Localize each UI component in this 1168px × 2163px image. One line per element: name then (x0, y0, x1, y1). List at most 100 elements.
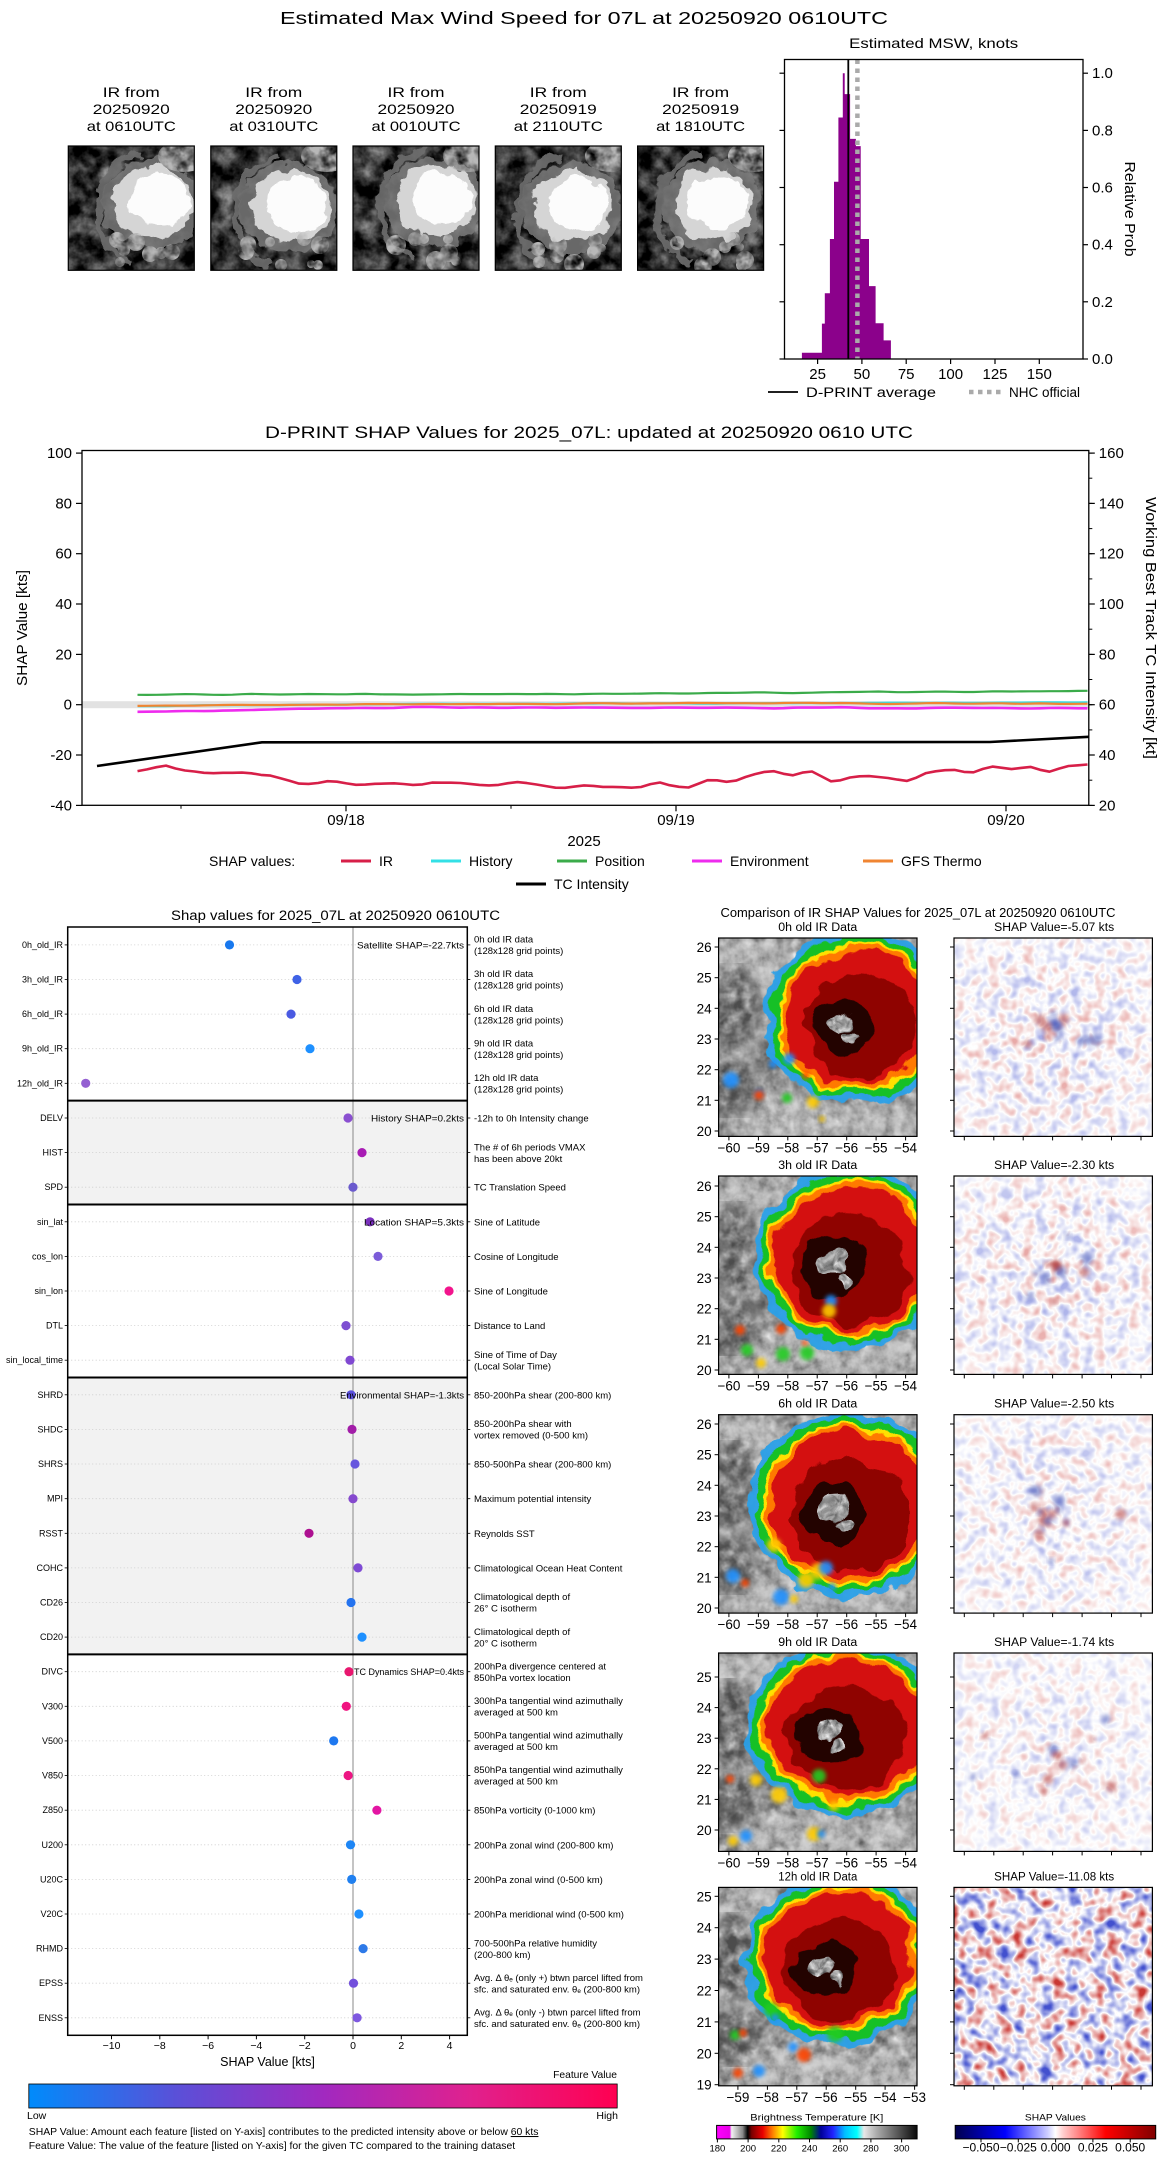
svg-text:23: 23 (697, 1271, 712, 1286)
svg-text:has been above 20kt: has been above 20kt (474, 1154, 563, 1165)
svg-text:−54: −54 (894, 1855, 917, 1870)
svg-text:12h_old_IR: 12h_old_IR (17, 1078, 64, 1088)
svg-text:HIST: HIST (42, 1148, 63, 1158)
svg-text:COHC: COHC (37, 1563, 64, 1573)
svg-text:21: 21 (697, 1332, 712, 1347)
svg-text:160: 160 (1099, 445, 1124, 462)
svg-text:0.6: 0.6 (1092, 180, 1113, 197)
svg-text:0h old IR Data: 0h old IR Data (778, 922, 858, 934)
svg-text:25: 25 (697, 971, 712, 986)
svg-text:−57: −57 (806, 1378, 829, 1393)
svg-text:(200-800 km): (200-800 km) (474, 1950, 531, 1961)
svg-text:SHAP Value=-11.08 kts: SHAP Value=-11.08 kts (994, 1871, 1114, 1883)
svg-text:−10: −10 (103, 2040, 121, 2052)
svg-text:Position: Position (595, 853, 645, 869)
svg-text:100: 100 (938, 366, 963, 383)
svg-text:-40: -40 (50, 797, 72, 814)
svg-text:CD20: CD20 (40, 1632, 63, 1642)
svg-text:Location SHAP=5.3kts: Location SHAP=5.3kts (364, 1217, 464, 1228)
svg-text:Sine of Longitude: Sine of Longitude (474, 1287, 548, 1298)
svg-text:100: 100 (1099, 596, 1124, 613)
svg-text:IR from: IR from (530, 84, 587, 100)
svg-text:(Local Solar Time): (Local Solar Time) (474, 1361, 551, 1372)
svg-text:0.050: 0.050 (1115, 2141, 1145, 2155)
svg-text:3h old IR Data: 3h old IR Data (778, 1160, 858, 1172)
svg-text:−57: −57 (806, 1617, 829, 1632)
svg-text:25: 25 (809, 366, 826, 383)
svg-text:RHMD: RHMD (36, 1944, 63, 1954)
svg-text:0: 0 (64, 697, 72, 714)
svg-text:averaged at 500 km: averaged at 500 km (474, 1742, 558, 1753)
svg-text:at 1810UTC: at 1810UTC (656, 118, 745, 134)
svg-text:20250920: 20250920 (93, 101, 170, 117)
svg-text:140: 140 (1099, 495, 1124, 512)
svg-text:0h old IR data: 0h old IR data (474, 935, 534, 946)
svg-text:−58: −58 (776, 1617, 799, 1632)
svg-text:200hPa zonal wind (0-500 km): 200hPa zonal wind (0-500 km) (474, 1875, 603, 1886)
svg-text:−60: −60 (717, 1378, 740, 1393)
svg-text:−54: −54 (894, 1378, 917, 1393)
svg-text:Avg. Δ θₑ (only -) btwn parcel: Avg. Δ θₑ (only -) btwn parcel lifted fr… (474, 2008, 641, 2019)
svg-text:−53: −53 (903, 2090, 926, 2105)
svg-text:Environment: Environment (730, 853, 809, 869)
svg-text:Estimated Max Wind Speed for 0: Estimated Max Wind Speed for 07L at 2025… (280, 8, 888, 28)
svg-text:700-500hPa relative humidity: 700-500hPa relative humidity (474, 1938, 597, 1949)
svg-text:300: 300 (894, 2144, 910, 2155)
svg-text:25: 25 (697, 1448, 712, 1463)
svg-text:26: 26 (697, 940, 712, 955)
svg-text:D-PRINT SHAP Values for 2025_0: D-PRINT SHAP Values for 2025_07L: update… (265, 423, 913, 442)
svg-text:−57: −57 (806, 1140, 829, 1155)
svg-text:SHAP values:: SHAP values: (209, 853, 295, 869)
svg-text:IR from: IR from (103, 84, 160, 100)
svg-text:V850: V850 (42, 1771, 63, 1781)
svg-text:22: 22 (697, 1540, 712, 1555)
svg-text:−58: −58 (776, 1378, 799, 1393)
svg-text:850-500hPa shear (200-800 km): 850-500hPa shear (200-800 km) (474, 1460, 611, 1471)
svg-text:9h old IR Data: 9h old IR Data (778, 1637, 858, 1649)
svg-text:200hPa zonal wind (200-800 km): 200hPa zonal wind (200-800 km) (474, 1840, 613, 1851)
svg-text:(128x128 grid points): (128x128 grid points) (474, 946, 563, 957)
svg-text:−54: −54 (894, 1617, 917, 1632)
svg-text:180: 180 (709, 2144, 725, 2155)
svg-text:RSST: RSST (39, 1528, 64, 1538)
svg-text:Low: Low (27, 2110, 47, 2122)
svg-text:850-200hPa shear (200-800 km): 850-200hPa shear (200-800 km) (474, 1390, 611, 1401)
svg-text:−58: −58 (776, 1140, 799, 1155)
svg-text:26: 26 (697, 1417, 712, 1432)
svg-text:25: 25 (697, 1670, 712, 1685)
svg-text:GFS Thermo: GFS Thermo (901, 853, 982, 869)
svg-text:at 2110UTC: at 2110UTC (514, 118, 603, 134)
svg-text:500hPa tangential wind azimuth: 500hPa tangential wind azimuthally (474, 1731, 623, 1742)
svg-text:−57: −57 (785, 2090, 808, 2105)
svg-text:History SHAP=0.2kts: History SHAP=0.2kts (371, 1114, 464, 1125)
svg-text:−55: −55 (865, 1378, 888, 1393)
svg-text:0.8: 0.8 (1092, 122, 1113, 139)
svg-text:−56: −56 (815, 2090, 838, 2105)
svg-text:−60: −60 (717, 1855, 740, 1870)
svg-text:Estimated MSW, knots: Estimated MSW, knots (849, 35, 1018, 51)
svg-text:60: 60 (55, 546, 72, 563)
svg-text:20250920: 20250920 (235, 101, 312, 117)
svg-text:−59: −59 (726, 2090, 749, 2105)
svg-text:240: 240 (802, 2144, 818, 2155)
svg-text:2: 2 (398, 2040, 404, 2052)
svg-text:EPSS: EPSS (39, 1978, 63, 1988)
svg-text:D-PRINT average: D-PRINT average (806, 385, 936, 400)
svg-text:IR from: IR from (245, 84, 302, 100)
svg-text:NHC official: NHC official (1009, 385, 1080, 400)
svg-text:0: 0 (350, 2040, 356, 2052)
svg-text:SHAP Value: Amount each featur: SHAP Value: Amount each feature [listed … (29, 2127, 539, 2138)
svg-text:3h_old_IR: 3h_old_IR (22, 975, 64, 985)
svg-text:CD26: CD26 (40, 1598, 63, 1608)
svg-text:22: 22 (697, 1302, 712, 1317)
svg-text:6h_old_IR: 6h_old_IR (22, 1009, 64, 1019)
svg-text:DELV: DELV (40, 1113, 63, 1123)
svg-text:V500: V500 (42, 1736, 63, 1746)
svg-text:−56: −56 (835, 1140, 858, 1155)
svg-text:20° C isotherm: 20° C isotherm (474, 1638, 537, 1649)
svg-text:09/20: 09/20 (987, 812, 1025, 829)
svg-text:20: 20 (55, 646, 72, 663)
svg-text:Relative Prob: Relative Prob (1121, 162, 1137, 257)
svg-text:−55: −55 (865, 1140, 888, 1155)
svg-text:23: 23 (697, 1032, 712, 1047)
